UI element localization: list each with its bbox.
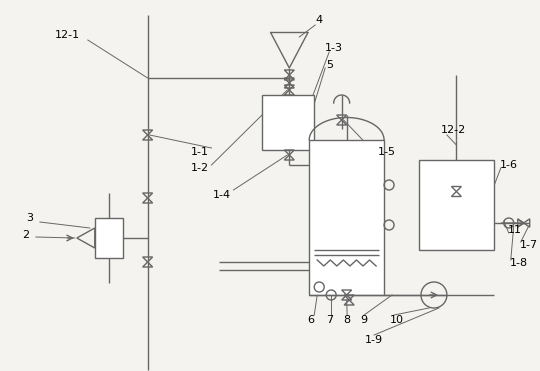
Bar (419, 160, 494, 250)
Text: 12-1: 12-1 (55, 30, 80, 40)
Text: 10: 10 (390, 315, 404, 325)
Bar (309, 140, 384, 295)
Text: 11: 11 (508, 225, 522, 235)
Text: 1-3: 1-3 (325, 43, 343, 53)
Text: 2: 2 (22, 230, 30, 240)
Text: 1-6: 1-6 (500, 160, 518, 170)
Bar (262, 95, 314, 150)
Text: 4: 4 (316, 15, 323, 25)
Text: 1-5: 1-5 (378, 147, 396, 157)
Text: 5: 5 (326, 60, 333, 70)
Text: 1-9: 1-9 (365, 335, 383, 345)
Text: 8: 8 (343, 315, 350, 325)
Text: 3: 3 (26, 213, 33, 223)
Text: 6: 6 (308, 315, 315, 325)
Text: 1-1: 1-1 (191, 147, 208, 157)
Text: 1-8: 1-8 (510, 258, 528, 268)
Text: 1-7: 1-7 (519, 240, 538, 250)
Text: 9: 9 (361, 315, 368, 325)
Text: 12-2: 12-2 (441, 125, 467, 135)
Bar (94, 218, 123, 258)
Text: 1-2: 1-2 (191, 163, 208, 173)
Text: 1-4: 1-4 (212, 190, 231, 200)
Text: 7: 7 (326, 315, 333, 325)
